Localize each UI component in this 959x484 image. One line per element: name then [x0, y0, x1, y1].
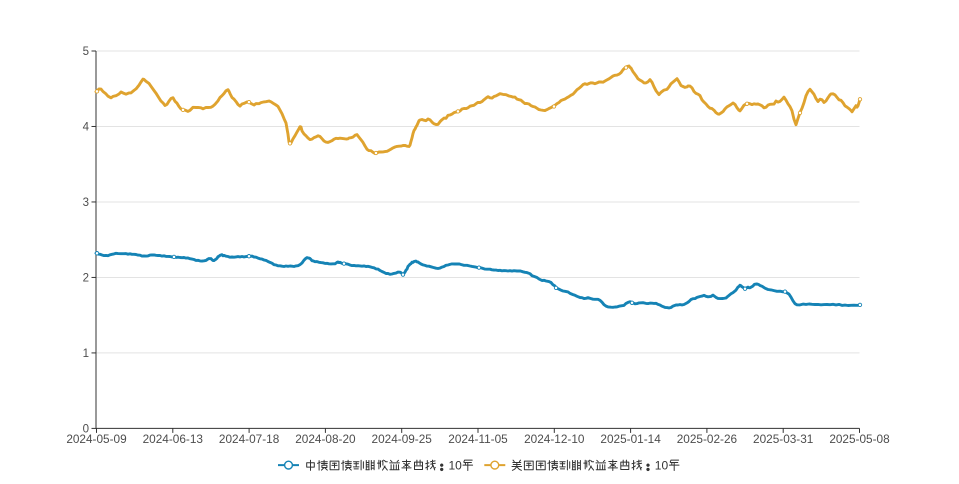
svg-text:0: 0 [83, 424, 89, 436]
svg-text:10: 10 [655, 458, 669, 472]
svg-text:2024-08-20: 2024-08-20 [295, 432, 356, 446]
svg-text:2024-09-25: 2024-09-25 [372, 432, 433, 446]
svg-text:2024-11-05: 2024-11-05 [448, 432, 508, 446]
svg-text:2024-06-13: 2024-06-13 [143, 432, 204, 446]
svg-text:1: 1 [83, 348, 89, 360]
svg-text:2025-01-14: 2025-01-14 [600, 432, 661, 446]
svg-text:2025-05-08: 2025-05-08 [829, 432, 890, 446]
svg-text:4: 4 [83, 122, 90, 134]
svg-text:2: 2 [83, 273, 89, 285]
svg-text:2024-05-09: 2024-05-09 [66, 432, 126, 446]
svg-text:3: 3 [83, 197, 89, 209]
svg-text:2025-02-26: 2025-02-26 [677, 432, 738, 446]
svg-text:10: 10 [449, 458, 463, 472]
svg-text:2025-03-31: 2025-03-31 [753, 432, 813, 446]
svg-text:2024-12-10: 2024-12-10 [524, 432, 585, 446]
svg-text:5: 5 [83, 46, 89, 58]
svg-text:2024-07-18: 2024-07-18 [219, 432, 280, 446]
